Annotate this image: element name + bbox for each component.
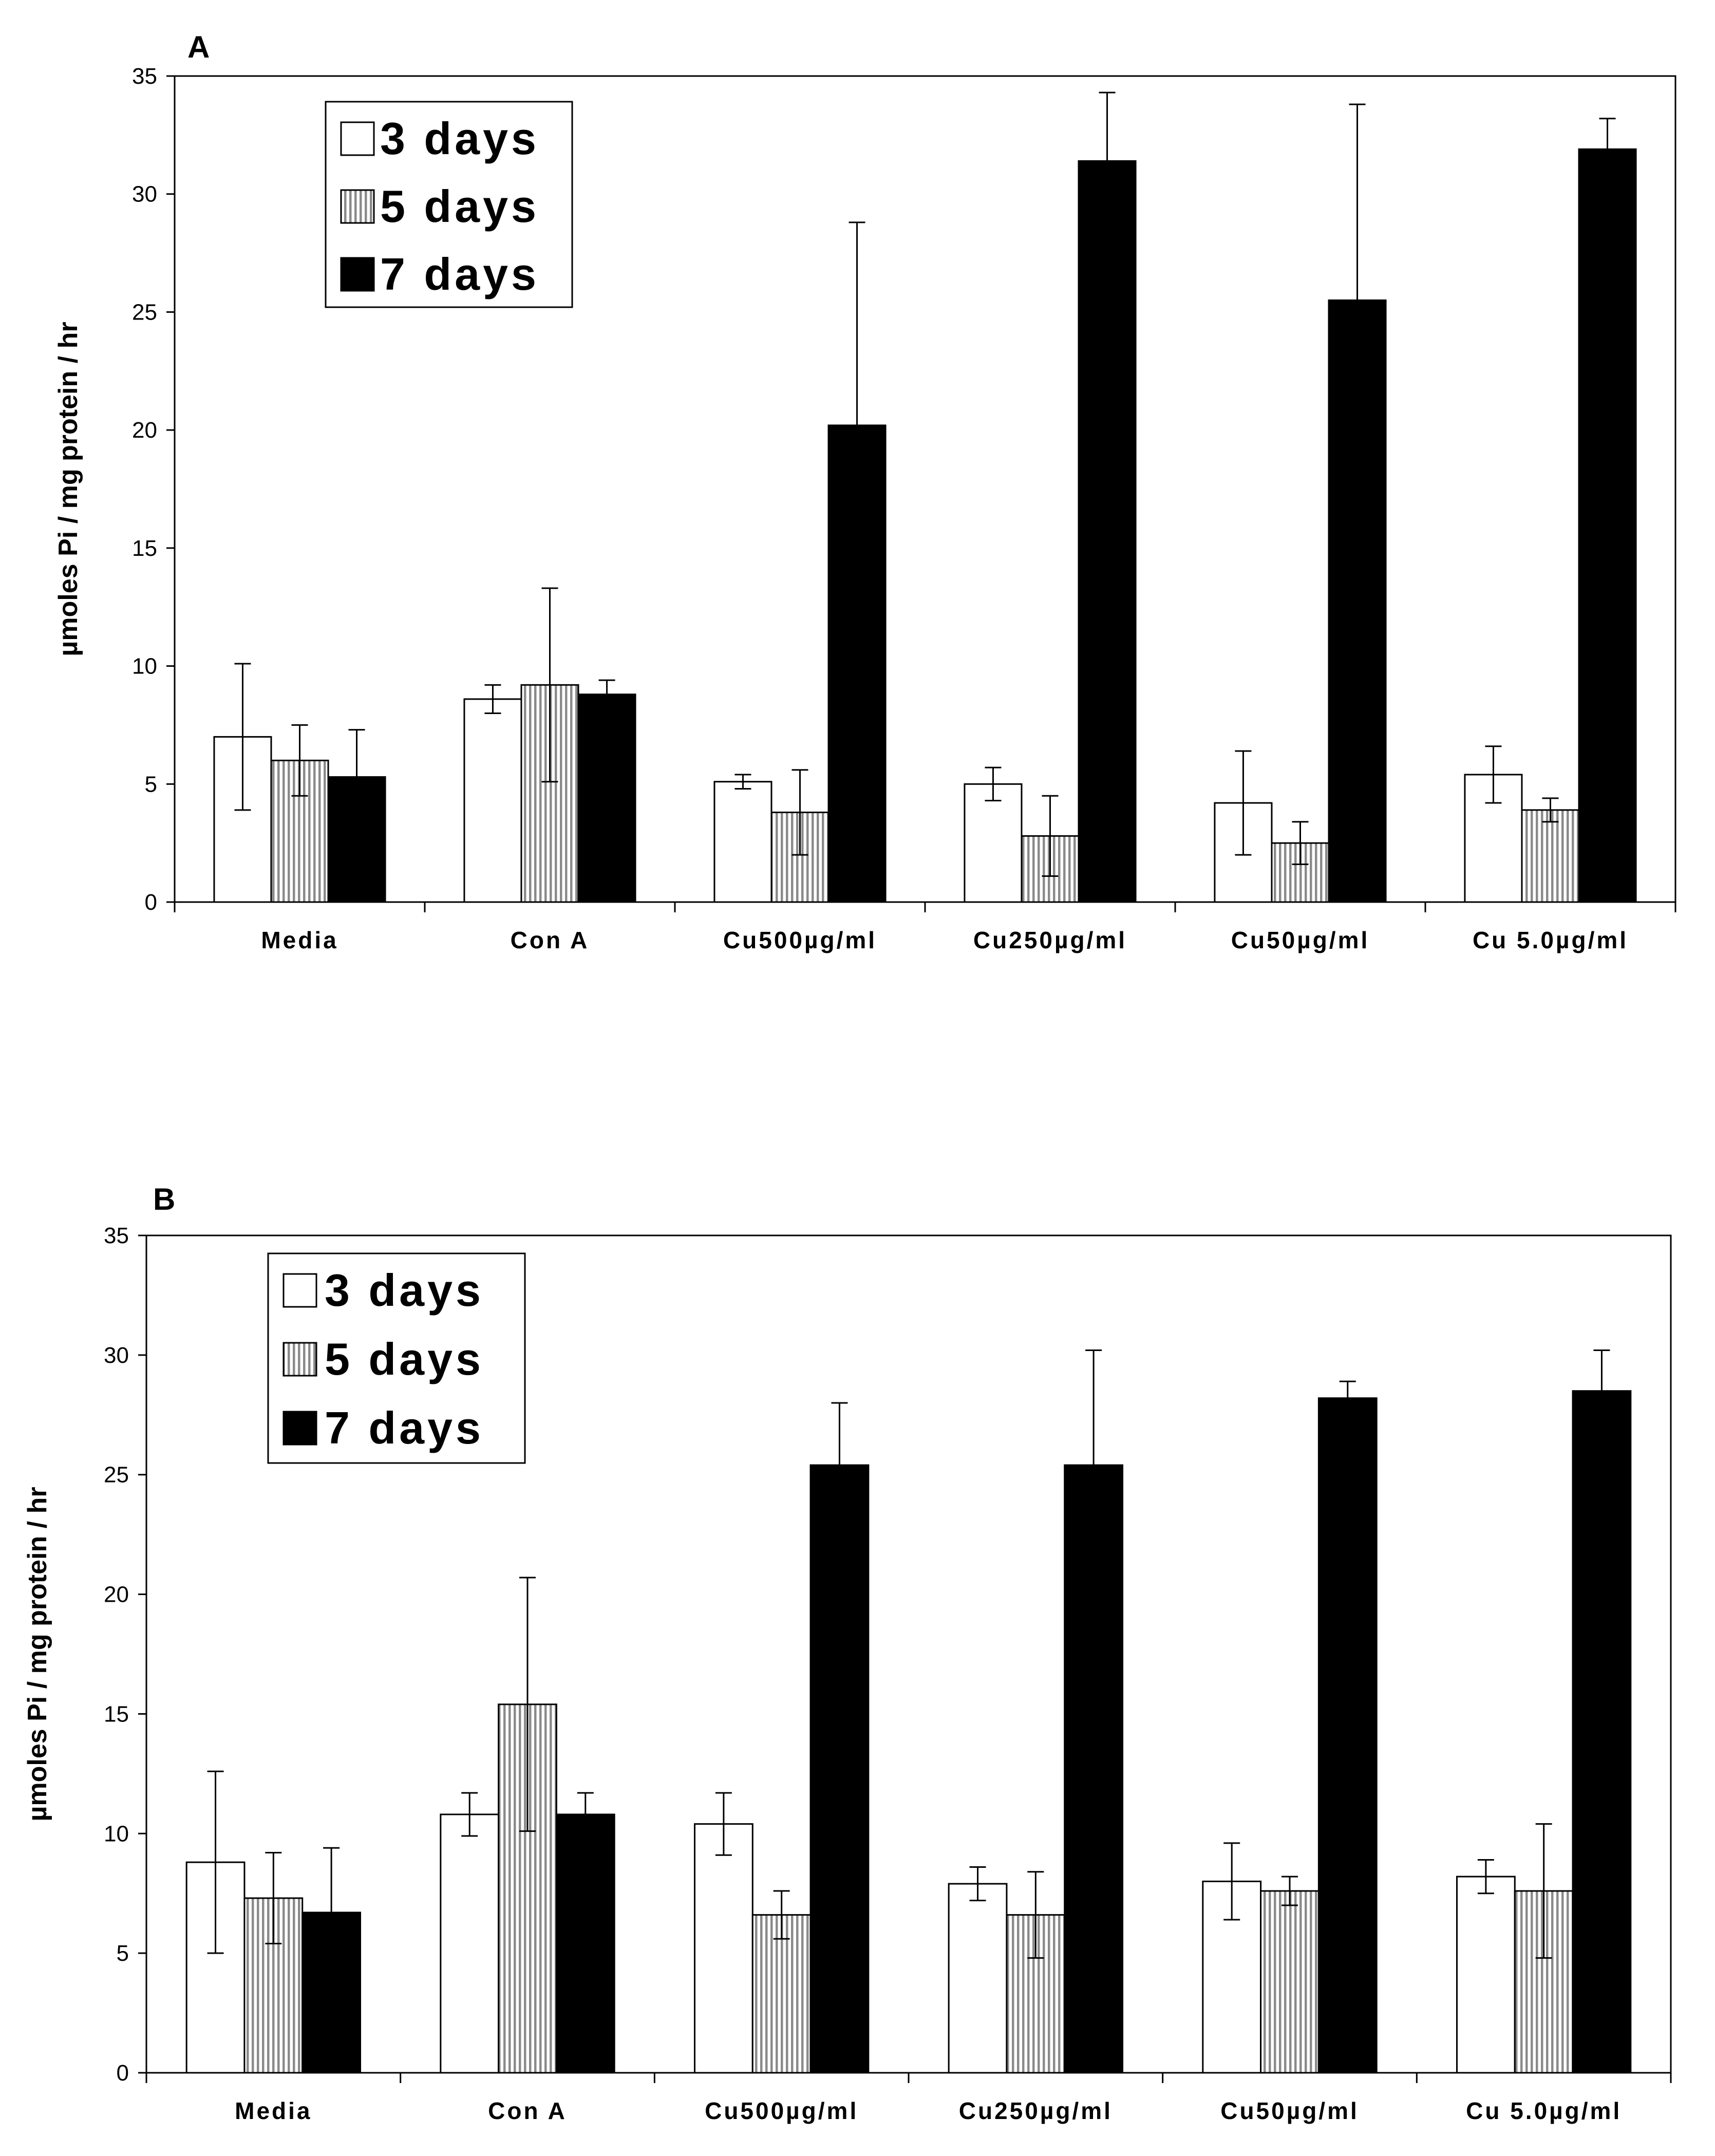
chart-a-y-tick-label: 15 <box>132 536 157 561</box>
chart-a-legend-swatch-5-days <box>340 189 375 224</box>
chart-a-category-label: Cu50µg/ml <box>1231 927 1370 953</box>
chart-a-legend-label: 7 days <box>380 249 539 299</box>
chart-b-y-tick-label: 5 <box>117 1941 129 1966</box>
chart-b-y-tick-label: 25 <box>104 1463 129 1488</box>
chart-b-legend-swatch-5-days <box>282 1342 317 1377</box>
chart-b-bar-3-days <box>440 1813 500 2074</box>
chart-a-bar-7-days <box>1578 148 1637 903</box>
chart-a-bar-3-days <box>964 783 1023 903</box>
chart-a-legend-swatch-7-days <box>340 257 375 292</box>
chart-b-bar-7-days <box>1572 1390 1632 2074</box>
chart-b-category-label: Cu500µg/ml <box>705 2097 858 2124</box>
chart-b-bar-3-days <box>1456 1876 1516 2074</box>
chart-b-y-tick-label: 20 <box>104 1582 129 1607</box>
chart-a-category-label: Con A <box>511 927 590 953</box>
chart-a-y-axis-label: µmoles Pi / mg protein / hr <box>53 322 83 656</box>
chart-b-y-tick-label: 0 <box>117 2060 129 2086</box>
chart-b-bar-7-days <box>1317 1397 1378 2074</box>
chart-a-category-label: Cu 5.0µg/ml <box>1473 927 1628 953</box>
chart-b-bar-5-days <box>1260 1890 1320 2074</box>
chart-a: 0 5 10 15 20 25 30 35 Media Con A Cu500µg/ml Cu250µ… <box>53 30 1676 953</box>
chart-b-y-axis-label: µmoles Pi / mg protein / hr <box>23 1487 52 1821</box>
chart-b-category-label: Cu 5.0µg/ml <box>1466 2097 1622 2124</box>
chart-a-bar-7-days <box>577 693 636 903</box>
chart-a-y-tick-label: 20 <box>132 418 157 443</box>
chart-a-bar-7-days <box>1078 160 1137 903</box>
chart-a-legend-swatch-3-days <box>340 121 375 156</box>
chart-b-bar-7-days <box>555 1813 615 2074</box>
chart-a-legend-label: 3 days <box>380 113 539 164</box>
chart-b-y-tick-label: 30 <box>104 1343 129 1368</box>
chart-a-bar-5-days <box>1521 809 1580 903</box>
chart-a-category-label: Cu500µg/ml <box>723 927 877 953</box>
chart-b-bar-5-days <box>751 1914 812 2074</box>
chart-a-legend-label: 5 days <box>380 181 539 232</box>
chart-b-legend-label: 3 days <box>325 1265 484 1316</box>
chart-b-panel-label: B <box>153 1182 175 1216</box>
chart-b-category-label: Cu250µg/ml <box>959 2097 1113 2124</box>
chart-b-y-tick-label: 15 <box>104 1701 129 1727</box>
chart-a-category-label: Cu250µg/ml <box>973 927 1127 953</box>
chart-b-category-label: Con A <box>488 2097 567 2124</box>
chart-a-bar-3-days <box>713 781 772 903</box>
chart-b-category-label: Media <box>235 2097 312 2124</box>
chart-a-y-tick-label: 10 <box>132 654 157 679</box>
chart-b-legend-label: 7 days <box>325 1402 484 1453</box>
chart-b-bar-7-days <box>809 1464 870 2074</box>
chart-b-legend: 3 days 5 days 7 days <box>267 1252 526 1464</box>
chart-a-category-label: Media <box>261 927 338 953</box>
chart-a-panel-label: A <box>187 30 210 64</box>
chart-a-y-tick-label: 25 <box>132 299 157 325</box>
chart-b-legend-swatch-3-days <box>282 1273 317 1308</box>
chart-b: 0 5 10 15 20 25 30 35 Media Con A Cu500µg/ml Cu250µ… <box>23 1182 1672 2124</box>
chart-a-y-tick-label: 35 <box>132 64 157 89</box>
chart-a-bar-3-days <box>463 698 522 903</box>
chart-b-category-label: Cu50µg/ml <box>1220 2097 1359 2124</box>
chart-b-y-tick-label: 10 <box>104 1821 129 1846</box>
chart-b-y-tick-label: 35 <box>104 1223 129 1248</box>
chart-b-bar-3-days <box>693 1823 753 2074</box>
chart-a-y-tick-label: 30 <box>132 182 157 207</box>
chart-a-legend: 3 days 5 days 7 days <box>325 101 573 308</box>
chart-b-legend-swatch-7-days <box>282 1411 317 1446</box>
chart-b-legend-label: 5 days <box>325 1334 484 1384</box>
chart-b-bar-3-days <box>948 1883 1008 2074</box>
chart-a-y-tick-label: 5 <box>145 772 157 797</box>
chart-a-y-tick-label: 0 <box>145 890 157 915</box>
